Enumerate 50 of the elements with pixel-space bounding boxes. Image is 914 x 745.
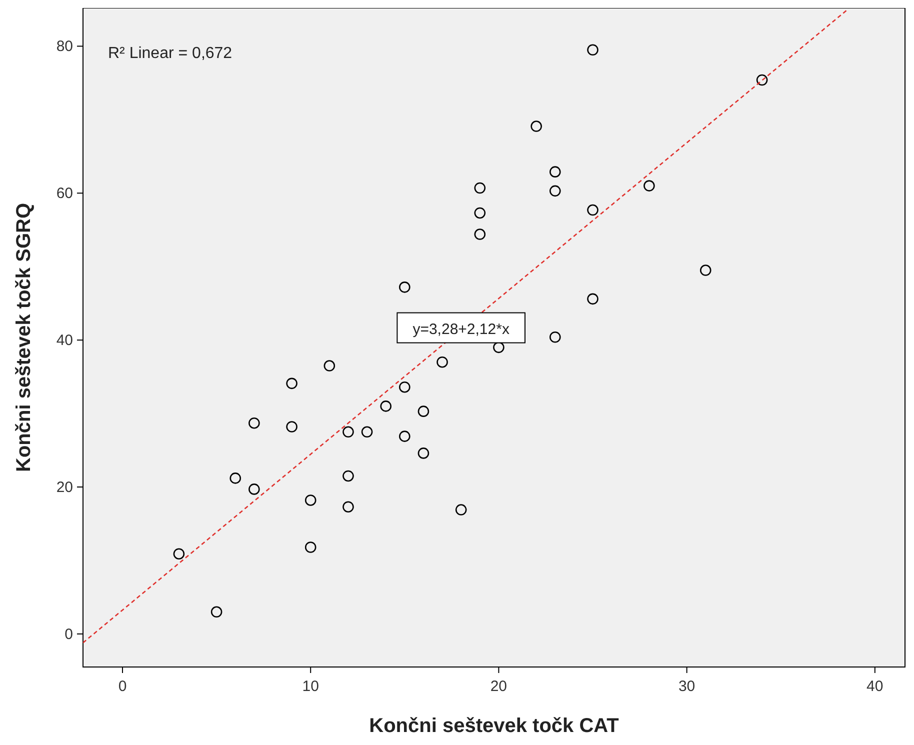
point (474, 182, 486, 194)
y-axis-title: Končni seštevek točk SGRQ (13, 203, 35, 472)
x-tick-label: 0 (118, 678, 127, 695)
y-tick-label: 80 (56, 38, 73, 56)
point (644, 180, 655, 192)
point (399, 282, 410, 293)
x-tick-label: 30 (678, 678, 696, 695)
point (380, 400, 392, 412)
point (587, 293, 598, 305)
point (230, 472, 242, 484)
point (418, 448, 430, 459)
annotation: R² Linear = 0,672 (108, 45, 232, 62)
annotation: y=3,28+2,12*x (412, 320, 510, 338)
point (530, 120, 542, 132)
point (399, 381, 410, 393)
point (342, 426, 354, 438)
x-tick-label: 10 (302, 678, 319, 695)
point (173, 548, 185, 560)
point (493, 342, 504, 354)
point (474, 228, 486, 240)
x-tick-label: 40 (866, 678, 884, 695)
point (399, 430, 410, 442)
point (549, 331, 561, 343)
point (700, 264, 712, 276)
point (474, 207, 486, 219)
point (587, 44, 598, 56)
point (324, 360, 336, 372)
point (304, 542, 316, 553)
point (342, 470, 354, 482)
x-axis-title: Končni seštevek točk CAT (369, 715, 619, 737)
point (286, 421, 298, 432)
point (455, 504, 467, 516)
point (210, 606, 222, 618)
y-tick-label: 20 (56, 479, 73, 496)
point (286, 378, 298, 390)
point (756, 74, 768, 86)
point (587, 204, 598, 216)
y-tick-label: 40 (56, 332, 73, 350)
point (248, 417, 260, 429)
point (418, 406, 430, 417)
x-tick-label: 20 (490, 678, 508, 695)
y-tick-label: 60 (56, 185, 73, 202)
point (361, 426, 373, 438)
y-tick-label: 0 (64, 626, 73, 643)
point (248, 484, 260, 495)
point (549, 185, 561, 197)
point (436, 356, 448, 368)
point (549, 166, 561, 178)
point (342, 501, 354, 512)
point (304, 494, 316, 506)
